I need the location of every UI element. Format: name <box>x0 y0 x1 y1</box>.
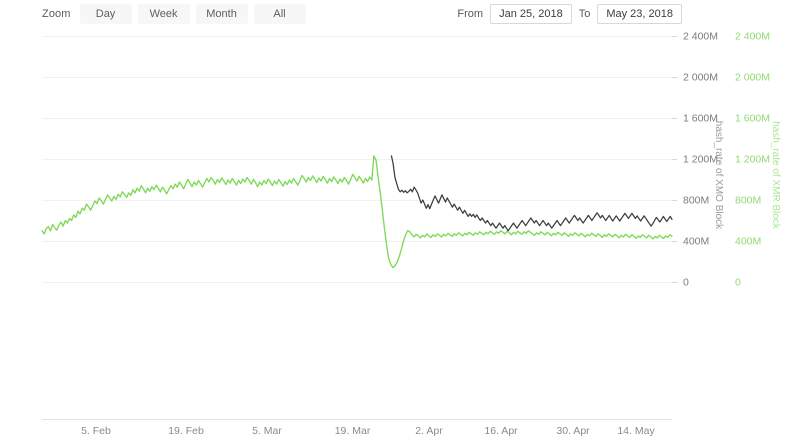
to-date-input[interactable]: May 23, 2018 <box>597 4 682 24</box>
to-label: To <box>578 8 591 20</box>
y-axis-right-tick-label: 400M <box>735 236 761 248</box>
y-axis-left-labels: 0 400M 800M 1 200M 1 600M 2 000M 2 400M <box>683 31 718 289</box>
series-line-xmo <box>390 155 673 232</box>
y-axis-left-tick-label: 0 <box>683 277 689 289</box>
range-button-day[interactable]: Day <box>79 4 132 24</box>
from-label: From <box>457 8 484 20</box>
y-axis-left-tick-label: 1 200M <box>683 154 718 166</box>
range-button-month[interactable]: Month <box>195 4 248 24</box>
zoom-label: Zoom <box>42 8 71 20</box>
from-date-input[interactable]: Jan 25, 2018 <box>490 4 572 24</box>
x-axis-tick-label: 19. Feb <box>168 425 204 437</box>
x-axis-tick-label: 2. Apr <box>415 425 443 437</box>
y-axis-left-title: hash_rate of XMO Block <box>713 121 724 230</box>
y-axis-right-tick-label: 0 <box>735 277 741 289</box>
x-axis-tick-label: 30. Apr <box>556 425 590 437</box>
axis-titles: hash_rate of XMO Block hash_rate of XMR B… <box>713 121 781 230</box>
x-axis-tick-label: 16. Apr <box>484 425 518 437</box>
y-axis-right-tick-label: 1 600M <box>735 113 770 125</box>
y-axis-right-title: hash_rate of XMR Block <box>770 121 781 230</box>
range-button-week[interactable]: Week <box>137 4 190 24</box>
chart-toolbar: Zoom Day Week Month All From Jan 25, 201… <box>0 0 800 30</box>
zoom-range-controls: Zoom Day Week Month All <box>42 4 306 24</box>
range-button-all[interactable]: All <box>253 4 306 24</box>
series-line-xmr <box>41 155 673 269</box>
y-axis-left-tick-label: 1 600M <box>683 113 718 125</box>
y-axis-right-tick-label: 800M <box>735 195 761 207</box>
chart-series-group <box>41 155 673 269</box>
y-axis-left-tick-label: 400M <box>683 236 709 248</box>
y-axis-left-tick-label: 2 000M <box>683 72 718 84</box>
x-axis-tick-label: 5. Mar <box>252 425 282 437</box>
x-axis-labels: 5. Feb 19. Feb 5. Mar 19. Mar 2. Apr 16. Apr 3… <box>81 425 655 437</box>
date-range-controls: From Jan 25, 2018 To May 23, 2018 <box>457 4 682 24</box>
y-axis-left-tick-label: 2 400M <box>683 31 718 43</box>
x-axis-tick-label: 19. Mar <box>335 425 371 437</box>
x-axis-tick-label: 14. May <box>617 425 655 437</box>
x-axis-tick-label: 5. Feb <box>81 425 111 437</box>
y-axis-right-tick-label: 2 000M <box>735 72 770 84</box>
y-axis-right-tick-label: 1 200M <box>735 154 770 166</box>
y-axis-right-labels: 0 400M 800M 1 200M 1 600M 2 000M 2 400M <box>735 31 770 289</box>
chart-gridlines <box>42 36 677 420</box>
y-axis-right-tick-label: 2 400M <box>735 31 770 43</box>
y-axis-left-tick-label: 800M <box>683 195 709 207</box>
